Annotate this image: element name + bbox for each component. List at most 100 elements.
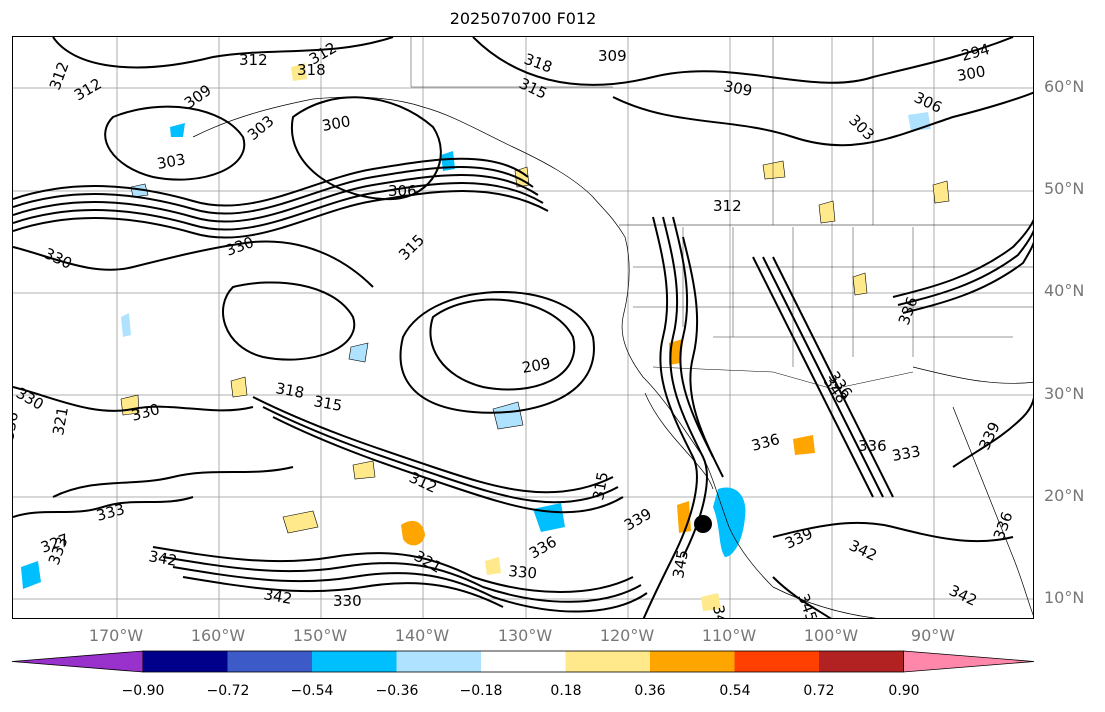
contour-label: 330: [41, 244, 75, 272]
shade-blue-hawaii: [713, 487, 746, 557]
contour-336-east: [952, 397, 1033, 468]
lon-label: 170°W: [88, 626, 144, 645]
contour-label: 303: [156, 150, 187, 173]
shade-yellow-8: [485, 557, 501, 575]
canada-coast: [621, 236, 877, 618]
contour-label: 318: [274, 379, 305, 402]
contour-jet-2: [13, 174, 539, 223]
colorbar-tick: −0.36: [375, 683, 419, 699]
contour-label: 315: [589, 470, 612, 501]
contour-label: 330: [508, 562, 538, 582]
contour-lines: [13, 37, 1033, 618]
contour-303: [104, 105, 246, 181]
contour-ne-1: [892, 219, 1033, 298]
contour-label: 345: [669, 548, 692, 579]
contour-label: 294: [959, 40, 991, 65]
contour-330-b: [13, 386, 254, 412]
contour-label: 336: [858, 437, 887, 455]
contour-label: 309: [598, 47, 627, 65]
lat-label: 60°N: [1044, 77, 1085, 96]
colorbar-segment: [227, 651, 313, 672]
lat-label: 50°N: [1044, 179, 1085, 198]
lon-label: 130°W: [497, 626, 553, 645]
contour-330-west: [13, 240, 374, 288]
contour-label: 345: [794, 591, 821, 619]
shade-yellow-4: [818, 200, 836, 224]
contour-label: 306: [911, 88, 945, 116]
contour-label: 321: [411, 547, 445, 577]
contour-label: 303: [845, 111, 878, 144]
mexico-east: [952, 406, 1033, 616]
colorbar-tick: 0.72: [803, 683, 835, 699]
contour-318: [252, 396, 614, 494]
contour-label: 336: [895, 294, 922, 327]
gulf-coast: [912, 366, 1033, 384]
shade-yellow-11: [701, 593, 721, 611]
baja-coast: [644, 392, 714, 490]
contour-label: 345: [709, 604, 732, 619]
shade-yellow-5: [793, 435, 815, 455]
shade-blue-3: [21, 561, 41, 589]
contour-ne-2: [897, 229, 1033, 306]
contour-label: 318: [297, 61, 326, 79]
shade-lightblue-2: [348, 342, 369, 363]
alaska-coast: [192, 96, 626, 238]
contour-label: 209: [521, 354, 552, 377]
contour-label: 333: [94, 500, 126, 525]
lat-label: 20°N: [1044, 486, 1085, 505]
contour-east-2: [762, 256, 884, 498]
contour-jet-4: [13, 190, 549, 239]
colorbar-tick: −0.54: [290, 683, 334, 699]
shade-blue-1: [533, 503, 565, 532]
colorbar-tick: 0.90: [888, 683, 920, 699]
contour-ridge-2: [662, 216, 708, 558]
chart-title: 2025070700 F012: [449, 9, 597, 28]
shade-yellow-1: [282, 510, 319, 534]
contour-jet-1: [13, 166, 534, 215]
contour-342-b: [162, 556, 642, 603]
colorbar-segment: [565, 651, 651, 672]
shade-lightblue-5: [121, 313, 131, 337]
colorbar-tick: 0.54: [719, 683, 751, 699]
contour-label: 303: [244, 112, 278, 144]
colorbar-arrow-right: [903, 650, 1035, 673]
contour-oval-3: [222, 281, 356, 361]
contour-label: 312: [46, 59, 73, 92]
lon-label: 90°W: [910, 626, 956, 645]
contour-339: [772, 521, 1014, 543]
contour-east-1: [752, 256, 874, 498]
contour-label: 300: [956, 62, 987, 85]
lat-label: 10°N: [1044, 588, 1085, 607]
contour-ridge-3: [672, 216, 714, 458]
contour-label: 342: [846, 536, 880, 564]
lon-label: 150°W: [292, 626, 348, 645]
lon-label: 120°W: [599, 626, 655, 645]
contour-label: 339: [621, 505, 655, 535]
contour-342-c: [172, 566, 648, 613]
shade-yellow-13: [852, 272, 868, 296]
contour-300: [290, 96, 442, 201]
contour-label: 333: [891, 442, 922, 465]
shade-orange-1: [401, 520, 425, 546]
contour-jet-3: [13, 182, 544, 231]
contour-label: 336: [526, 533, 560, 563]
contour-label: 321: [49, 405, 72, 436]
colorbar-arrow-left: [11, 650, 144, 673]
lat-label: 40°N: [1044, 281, 1085, 300]
contour-label: 315: [312, 392, 343, 415]
shade-yellow-2: [352, 460, 376, 480]
contour-312-north: [52, 37, 394, 69]
colorbar-segment: [650, 651, 735, 672]
contour-label: 342: [147, 547, 178, 570]
contour-label: 336: [749, 430, 781, 455]
contour-336-west: [13, 496, 194, 518]
colorbar-segments: [11, 650, 1035, 673]
colorbar-tick: −0.72: [206, 683, 250, 699]
contour-312-c: [272, 416, 624, 514]
colorbar-segment: [734, 651, 820, 672]
colorbar-tick: −0.18: [459, 683, 503, 699]
contour-label: 336: [13, 410, 22, 441]
graticule: [13, 37, 1033, 618]
border-us-mexico: [652, 366, 914, 390]
